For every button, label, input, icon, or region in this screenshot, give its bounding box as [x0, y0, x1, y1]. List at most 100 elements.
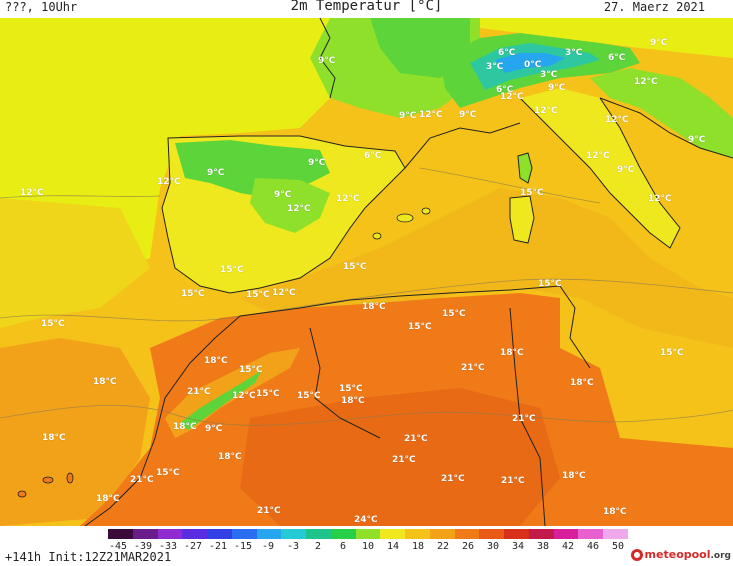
temperature-label: 12°C: [634, 77, 658, 87]
colorbar-tick-label: 2: [314, 541, 322, 552]
alps-coldest: [495, 53, 565, 73]
temperature-label: 15°C: [442, 309, 466, 319]
colorbar-segment: [256, 529, 282, 539]
atlantic-mild-zone: [0, 198, 150, 328]
temperature-label: 3°C: [565, 48, 583, 58]
colorbar-tick-label: -39: [133, 541, 153, 552]
temperature-label: 12°C: [336, 194, 360, 204]
temperature-label: 6°C: [496, 85, 514, 95]
colorbar-segment: [330, 529, 357, 539]
temperature-label: 12°C: [648, 194, 672, 204]
atlantic-warm-zone: [0, 338, 150, 526]
colorbar-tick-label: 22: [436, 541, 450, 552]
meteopool-logo[interactable]: meteopool.org: [630, 548, 731, 564]
colorbar-tick-label: 38: [536, 541, 550, 552]
isotherm-lines: [0, 167, 733, 426]
colorbar-segment: [553, 529, 579, 539]
colorbar-tick-label: -33: [158, 541, 178, 552]
forecast-date: 27. Maerz 2021: [603, 0, 705, 14]
colorbar-segment: [281, 529, 307, 539]
colorbar-tick-label: -21: [208, 541, 228, 552]
temperature-colorbar: [108, 529, 629, 539]
temperature-label: 18°C: [570, 378, 594, 388]
colorbar-tick-label: 50: [611, 541, 625, 552]
temperature-label: 18°C: [204, 356, 228, 366]
temperature-map: 9°C 6°C 3°C 6°C 9°C 3°C 0°C 3°C 9°C 12°C 6°C 12°C 12…: [0, 18, 733, 526]
colorbar-segment: [479, 529, 505, 539]
temperature-label: 12°C: [157, 177, 181, 187]
temperature-label: 18°C: [603, 507, 627, 517]
temperature-label: 9°C: [274, 190, 292, 200]
corsica-island: [518, 153, 532, 183]
map-title: 2m Temperatur [°C]: [290, 0, 443, 14]
temperature-label: 6°C: [498, 48, 516, 58]
temperature-label: 15°C: [256, 389, 280, 399]
temperature-label: 18°C: [42, 433, 66, 443]
temperature-label: 12°C: [20, 188, 44, 198]
colorbar-tick-label: 42: [561, 541, 575, 552]
colorbar-segment: [578, 529, 604, 539]
colorbar-segment: [454, 529, 480, 539]
temperature-label: 6°C: [608, 53, 626, 63]
temperature-label: 6°C: [364, 151, 382, 161]
temperature-label: 18°C: [96, 494, 120, 504]
colorbar-segment: [207, 529, 233, 539]
temperature-label: 21°C: [257, 506, 281, 516]
temperature-label: 12°C: [500, 92, 524, 102]
colorbar-tick-label: 46: [586, 541, 600, 552]
temperature-field: [0, 18, 733, 526]
canary-islands: [17, 472, 74, 498]
colorbar-segment: [231, 529, 258, 539]
colorbar-segment: [108, 529, 134, 539]
temperature-label: 21°C: [441, 474, 465, 484]
temperature-label: 15°C: [343, 262, 367, 272]
temperature-label: 12°C: [272, 288, 296, 298]
colorbar-segment: [157, 529, 183, 539]
colorbar-segment: [182, 529, 208, 539]
temperature-label: 15°C: [408, 322, 432, 332]
temperature-label: 21°C: [404, 434, 428, 444]
temperature-label: 15°C: [520, 188, 544, 198]
temperature-label: 15°C: [538, 279, 562, 289]
colorbar-tick-label: -3: [286, 541, 300, 552]
colorbar-segment: [603, 529, 629, 539]
logo-name: meteopool: [644, 548, 711, 561]
colorbar-segment: [355, 529, 381, 539]
colorbar-tick-label: -27: [183, 541, 203, 552]
temperature-label: 21°C: [461, 363, 485, 373]
colorbar-tick-label: 30: [486, 541, 500, 552]
temperature-label: 9°C: [548, 83, 566, 93]
colorbar-tick-label: -15: [233, 541, 253, 552]
balkans-land: [590, 68, 733, 158]
temperature-label: 9°C: [399, 111, 417, 121]
colorbar-tick-label: 34: [511, 541, 525, 552]
temperature-label: 0°C: [524, 60, 542, 70]
temperature-label: 15°C: [297, 391, 321, 401]
iberia-meseta: [250, 178, 330, 233]
temperature-label: 18°C: [93, 377, 117, 387]
colorbar-segment: [132, 529, 158, 539]
colorbar-tick-label: -9: [261, 541, 275, 552]
temperature-label: 18°C: [362, 302, 386, 312]
temperature-label: 18°C: [173, 422, 197, 432]
colorbar-segment: [504, 529, 530, 539]
balearic-islands: [372, 207, 431, 240]
temperature-label: 9°C: [308, 158, 326, 168]
temperature-label: 9°C: [650, 38, 668, 48]
temperature-label: 15°C: [246, 290, 270, 300]
temperature-label: 21°C: [501, 476, 525, 486]
temperature-label: 21°C: [187, 387, 211, 397]
temperature-label: 3°C: [486, 62, 504, 72]
sahara-hot-zone: [240, 388, 560, 526]
temperature-label: 18°C: [218, 452, 242, 462]
colorbar-tick-label: 10: [361, 541, 375, 552]
temperature-label: 12°C: [232, 391, 256, 401]
temperature-label: 15°C: [339, 384, 363, 394]
colorbar-tick-label: 26: [461, 541, 475, 552]
temperature-label: 15°C: [220, 265, 244, 275]
map-header: ???, 10Uhr 2m Temperatur [°C] 27. Maerz …: [0, 0, 733, 18]
temperature-label: 12°C: [419, 110, 443, 120]
temperature-label: 21°C: [130, 475, 154, 485]
temperature-label: 12°C: [534, 106, 558, 116]
colorbar-segment: [528, 529, 555, 539]
